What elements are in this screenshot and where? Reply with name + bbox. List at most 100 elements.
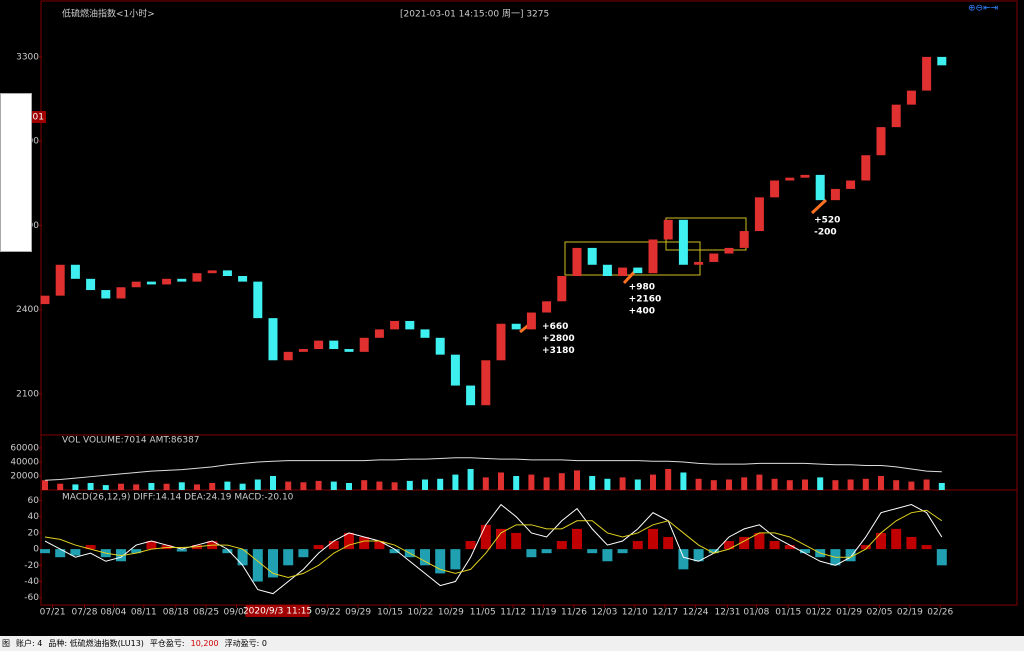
status-bar: 图账户: 4 品种: 低硫燃油指数(LU13) 平仓盈亏: 10,200 浮动盈亏: 0: [0, 636, 1024, 651]
volume-bar: [148, 482, 155, 490]
macd-bar: [693, 549, 704, 562]
volume-bar: [710, 480, 717, 490]
macd-bar: [268, 549, 278, 578]
macd-bar: [465, 541, 476, 550]
volume-bar: [589, 475, 596, 490]
candle: [268, 318, 278, 361]
macd-bar: [435, 549, 446, 574]
candle: [420, 329, 430, 338]
volume-bar: [528, 474, 535, 490]
macd-bar: [222, 549, 233, 554]
panel-title: MACD(26,12,9) DIFF:14.14 DEA:24.19 MACD:…: [62, 493, 294, 503]
volume-bar: [604, 478, 611, 490]
candle: [937, 56, 947, 66]
y-tick-label: 60: [28, 496, 40, 506]
crosshair-box: [245, 605, 310, 617]
volume-bar: [513, 475, 520, 490]
volume-bar: [163, 483, 170, 490]
x-tick-label: 12/03: [591, 608, 617, 618]
volume-bar: [862, 478, 869, 490]
macd-bar: [906, 536, 917, 550]
candle: [70, 264, 80, 279]
candle: [633, 267, 643, 274]
volume-bar: [482, 477, 489, 490]
x-tick-label: 10/22: [407, 608, 433, 618]
volume-bar: [467, 468, 474, 490]
y-tick-label: 40: [28, 512, 40, 522]
macd-bar: [374, 541, 385, 550]
panel-title: VOL VOLUME:7014 AMT:86387: [62, 436, 200, 446]
toolbar[interactable]: [0, 93, 32, 252]
x-tick-label: 02/05: [867, 608, 893, 618]
x-tick-label: 12/31: [715, 608, 741, 618]
candle: [359, 337, 369, 352]
y-tick-label: -40: [24, 577, 39, 587]
arrow: [519, 198, 828, 334]
volume-bar: [42, 480, 48, 490]
volume-bar: [817, 477, 824, 490]
x-tick-label: 08/18: [163, 608, 189, 618]
y-tick-label: 40000: [10, 457, 39, 467]
candle: [390, 320, 400, 330]
macd-bar: [70, 549, 81, 556]
volume-bar: [57, 483, 64, 490]
volume-ma: [44, 457, 942, 481]
volume-bar: [832, 480, 839, 490]
candle: [542, 301, 552, 313]
candle: [222, 270, 232, 277]
x-tick-label: 11/26: [561, 608, 587, 618]
x-tick-label: 08/11: [131, 608, 157, 618]
status-item: 浮动盈亏: 0: [224, 639, 267, 648]
candle: [800, 174, 810, 178]
macd-bar: [678, 549, 689, 570]
volume-bar: [330, 481, 337, 490]
macd-bar: [784, 545, 795, 550]
macd-bar: [328, 541, 339, 550]
volume-bar: [695, 478, 702, 490]
macd-bar: [389, 549, 400, 554]
candle: [116, 287, 126, 299]
macd-bar: [876, 532, 886, 550]
volume-bar: [87, 482, 94, 490]
candle: [724, 247, 734, 254]
macd-bar: [526, 549, 537, 558]
candle: [192, 273, 202, 282]
macd-bar: [40, 549, 50, 554]
volume-bar: [224, 481, 231, 490]
macd-bar: [739, 536, 750, 550]
x-tick-label: 09/22: [315, 608, 341, 618]
y-tick-label: 3300: [16, 52, 39, 62]
volume-bar: [437, 478, 444, 490]
candle: [678, 219, 688, 265]
candle: [496, 323, 506, 361]
macd-bar: [921, 545, 932, 550]
macd-bar: [556, 541, 567, 550]
candle: [329, 340, 339, 350]
macd-line: [44, 509, 943, 578]
candle: [618, 267, 628, 277]
x-tick-label: 07/21: [40, 608, 66, 618]
volume-bar: [406, 480, 413, 490]
status-item: 图: [2, 639, 10, 648]
candle: [785, 177, 795, 181]
candle: [861, 155, 871, 181]
candle: [648, 239, 658, 274]
candle: [298, 349, 308, 352]
macd-bar: [146, 541, 157, 550]
macd-bar: [131, 549, 142, 554]
candle: [314, 340, 324, 350]
volume-bar: [285, 481, 292, 490]
volume-bar: [391, 482, 398, 490]
volume-bar: [923, 479, 930, 490]
candle: [405, 320, 415, 330]
zoom-icons[interactable]: ⊕⊖⇤⇥: [968, 4, 998, 14]
candle: [770, 180, 780, 198]
candle: [238, 276, 248, 282]
candle: [922, 56, 932, 91]
macd-bar: [480, 524, 491, 550]
x-tick-label: 02/26: [927, 608, 953, 618]
macd-bar: [891, 528, 902, 550]
macd-bar: [237, 549, 248, 566]
volume-bar: [452, 474, 459, 490]
